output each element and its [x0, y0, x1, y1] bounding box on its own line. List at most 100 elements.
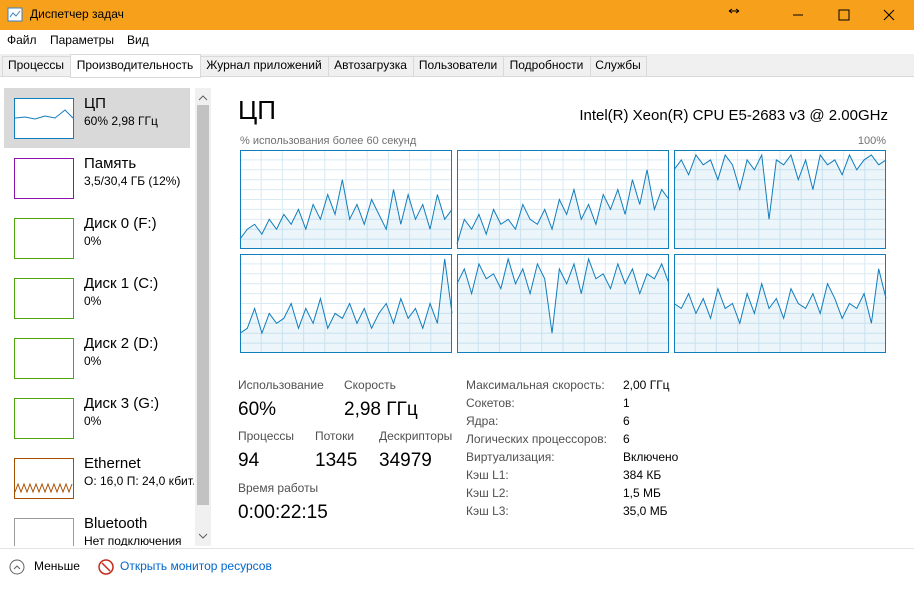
item-thumbnail: [14, 518, 74, 546]
graph-area: [457, 258, 669, 353]
graph-area: [674, 154, 886, 249]
stat-value: 1345: [315, 450, 357, 471]
tab-label[interactable]: Производительность: [77, 58, 193, 72]
monitor-icon: [98, 559, 114, 575]
item-detail: Нет подключения: [84, 534, 182, 548]
graph-line: [456, 257, 670, 334]
item-detail: 60% 2,98 ГГц: [84, 114, 158, 128]
item-thumbnail: [14, 338, 74, 379]
detail-value: 2,00 ГГц: [623, 378, 670, 392]
maximize-button[interactable]: [838, 9, 850, 21]
menu-item[interactable]: Вид: [127, 33, 149, 47]
menu-item[interactable]: Файл: [7, 33, 37, 47]
detail-value: Включено: [623, 450, 679, 464]
item-detail: 0%: [84, 354, 102, 368]
detail-value: 6: [623, 414, 630, 428]
close-button[interactable]: [883, 9, 895, 21]
item-thumbnail: [14, 398, 74, 439]
detail-value: 6: [623, 432, 630, 446]
tab-label[interactable]: Пользователи: [419, 58, 497, 72]
stat-label: Скорость: [344, 378, 396, 392]
detail-label: Логических процессоров:: [466, 432, 607, 446]
graph-line: [456, 169, 670, 245]
scrollbar-thumb[interactable]: [197, 105, 209, 505]
stat-value: 2,98 ГГц: [344, 399, 418, 420]
item-detail: 3,5/30,4 ГБ (12%): [84, 174, 180, 188]
item-name: Диск 3 (G:): [84, 395, 159, 412]
item-detail: 0%: [84, 294, 102, 308]
graph-border: [240, 150, 452, 249]
tab-label[interactable]: Подробности: [510, 58, 584, 72]
detail-label: Кэш L2:: [466, 486, 509, 500]
tab[interactable]: [590, 56, 647, 77]
graph-border: [674, 254, 886, 353]
stat-label: Дескрипторы: [379, 429, 452, 443]
graph-border: [674, 150, 886, 249]
tab-label[interactable]: Автозагрузка: [334, 58, 407, 72]
detail-label: Кэш L3:: [466, 504, 509, 518]
stat-label: Использование: [238, 378, 324, 392]
fewer-button[interactable]: Меньше: [34, 559, 80, 573]
detail-value: 384 КБ: [623, 468, 661, 482]
detail-value: 1,5 МБ: [623, 486, 661, 500]
fewer-icon[interactable]: [9, 559, 25, 575]
stat-label: Потоки: [315, 429, 354, 443]
item-name: Диск 1 (C:): [84, 275, 158, 292]
graph-line: [673, 153, 887, 220]
monitor-icon-line: [101, 562, 111, 572]
item-thumbnail: [14, 458, 74, 499]
window-title: Диспетчер задач: [30, 7, 124, 21]
detail-label: Сокетов:: [466, 396, 515, 410]
scroll-down-arrow[interactable]: [198, 533, 208, 539]
detail-label: Кэш L1:: [466, 468, 509, 482]
app-icon-line: [9, 10, 21, 18]
item-detail: 0%: [84, 414, 102, 428]
stat-value: 94: [238, 450, 260, 471]
resize-button[interactable]: [728, 8, 740, 14]
resource-monitor-link[interactable]: Открыть монитор ресурсов: [120, 559, 272, 573]
item-thumbnail: [14, 158, 74, 199]
item-thumbnail: [14, 218, 74, 259]
graph-border: [240, 254, 452, 353]
stat-value: 60%: [238, 399, 276, 420]
detail-value: 35,0 МБ: [623, 504, 668, 518]
graph-area: [240, 179, 452, 249]
tab-label[interactable]: Процессы: [8, 58, 64, 72]
graph-area: [457, 169, 669, 249]
item-name: Диск 0 (F:): [84, 215, 157, 232]
graph-line: [239, 258, 453, 335]
item-name: Bluetooth: [84, 515, 147, 532]
item-name: ЦП: [84, 95, 106, 112]
item-thumbnail: [14, 278, 74, 319]
item-name: Диск 2 (D:): [84, 335, 158, 352]
item-detail: 0%: [84, 234, 102, 248]
graph-area: [674, 268, 886, 353]
tab-label[interactable]: Службы: [595, 58, 640, 72]
item-name: Ethernet: [84, 455, 142, 472]
detail-label: Виртуализация:: [466, 450, 555, 464]
graph-line: [673, 268, 887, 326]
menu-item[interactable]: Параметры: [50, 33, 114, 47]
graph-area: [240, 258, 452, 353]
graph-line: [239, 179, 453, 240]
tab-label[interactable]: Журнал приложений: [206, 58, 321, 72]
sidebar: ЦП 60% 2,98 ГГц Память 3,5/30,4 ГБ (12%) Дис…: [4, 88, 203, 548]
graph-border: [457, 150, 669, 249]
cpu-name: Intel(R) Xeon(R) CPU E5-2683 v3 @ 2.00GH…: [579, 107, 888, 124]
panel-title: ЦП: [238, 95, 276, 125]
detail-value: 1: [623, 396, 630, 410]
fewer-icon-chevron: [13, 565, 21, 570]
thumbnail-line: [14, 482, 73, 494]
graph-border: [457, 254, 669, 353]
graph-max-label: 100%: [858, 135, 886, 147]
detail-label: Ядра:: [466, 414, 498, 428]
item-thumbnail: [14, 98, 74, 139]
stat-label: Процессы: [238, 429, 294, 443]
scroll-up-arrow[interactable]: [198, 95, 208, 101]
detail-label: Максимальная скорость:: [466, 378, 605, 392]
stat-value: 34979: [379, 450, 432, 471]
title-bar: [0, 0, 914, 30]
graph-caption: % использования более 60 секунд: [240, 135, 417, 147]
item-detail: О: 16,0 П: 24,0 кбит/с: [84, 474, 203, 488]
stat-value: 0:00:22:15: [238, 502, 328, 523]
